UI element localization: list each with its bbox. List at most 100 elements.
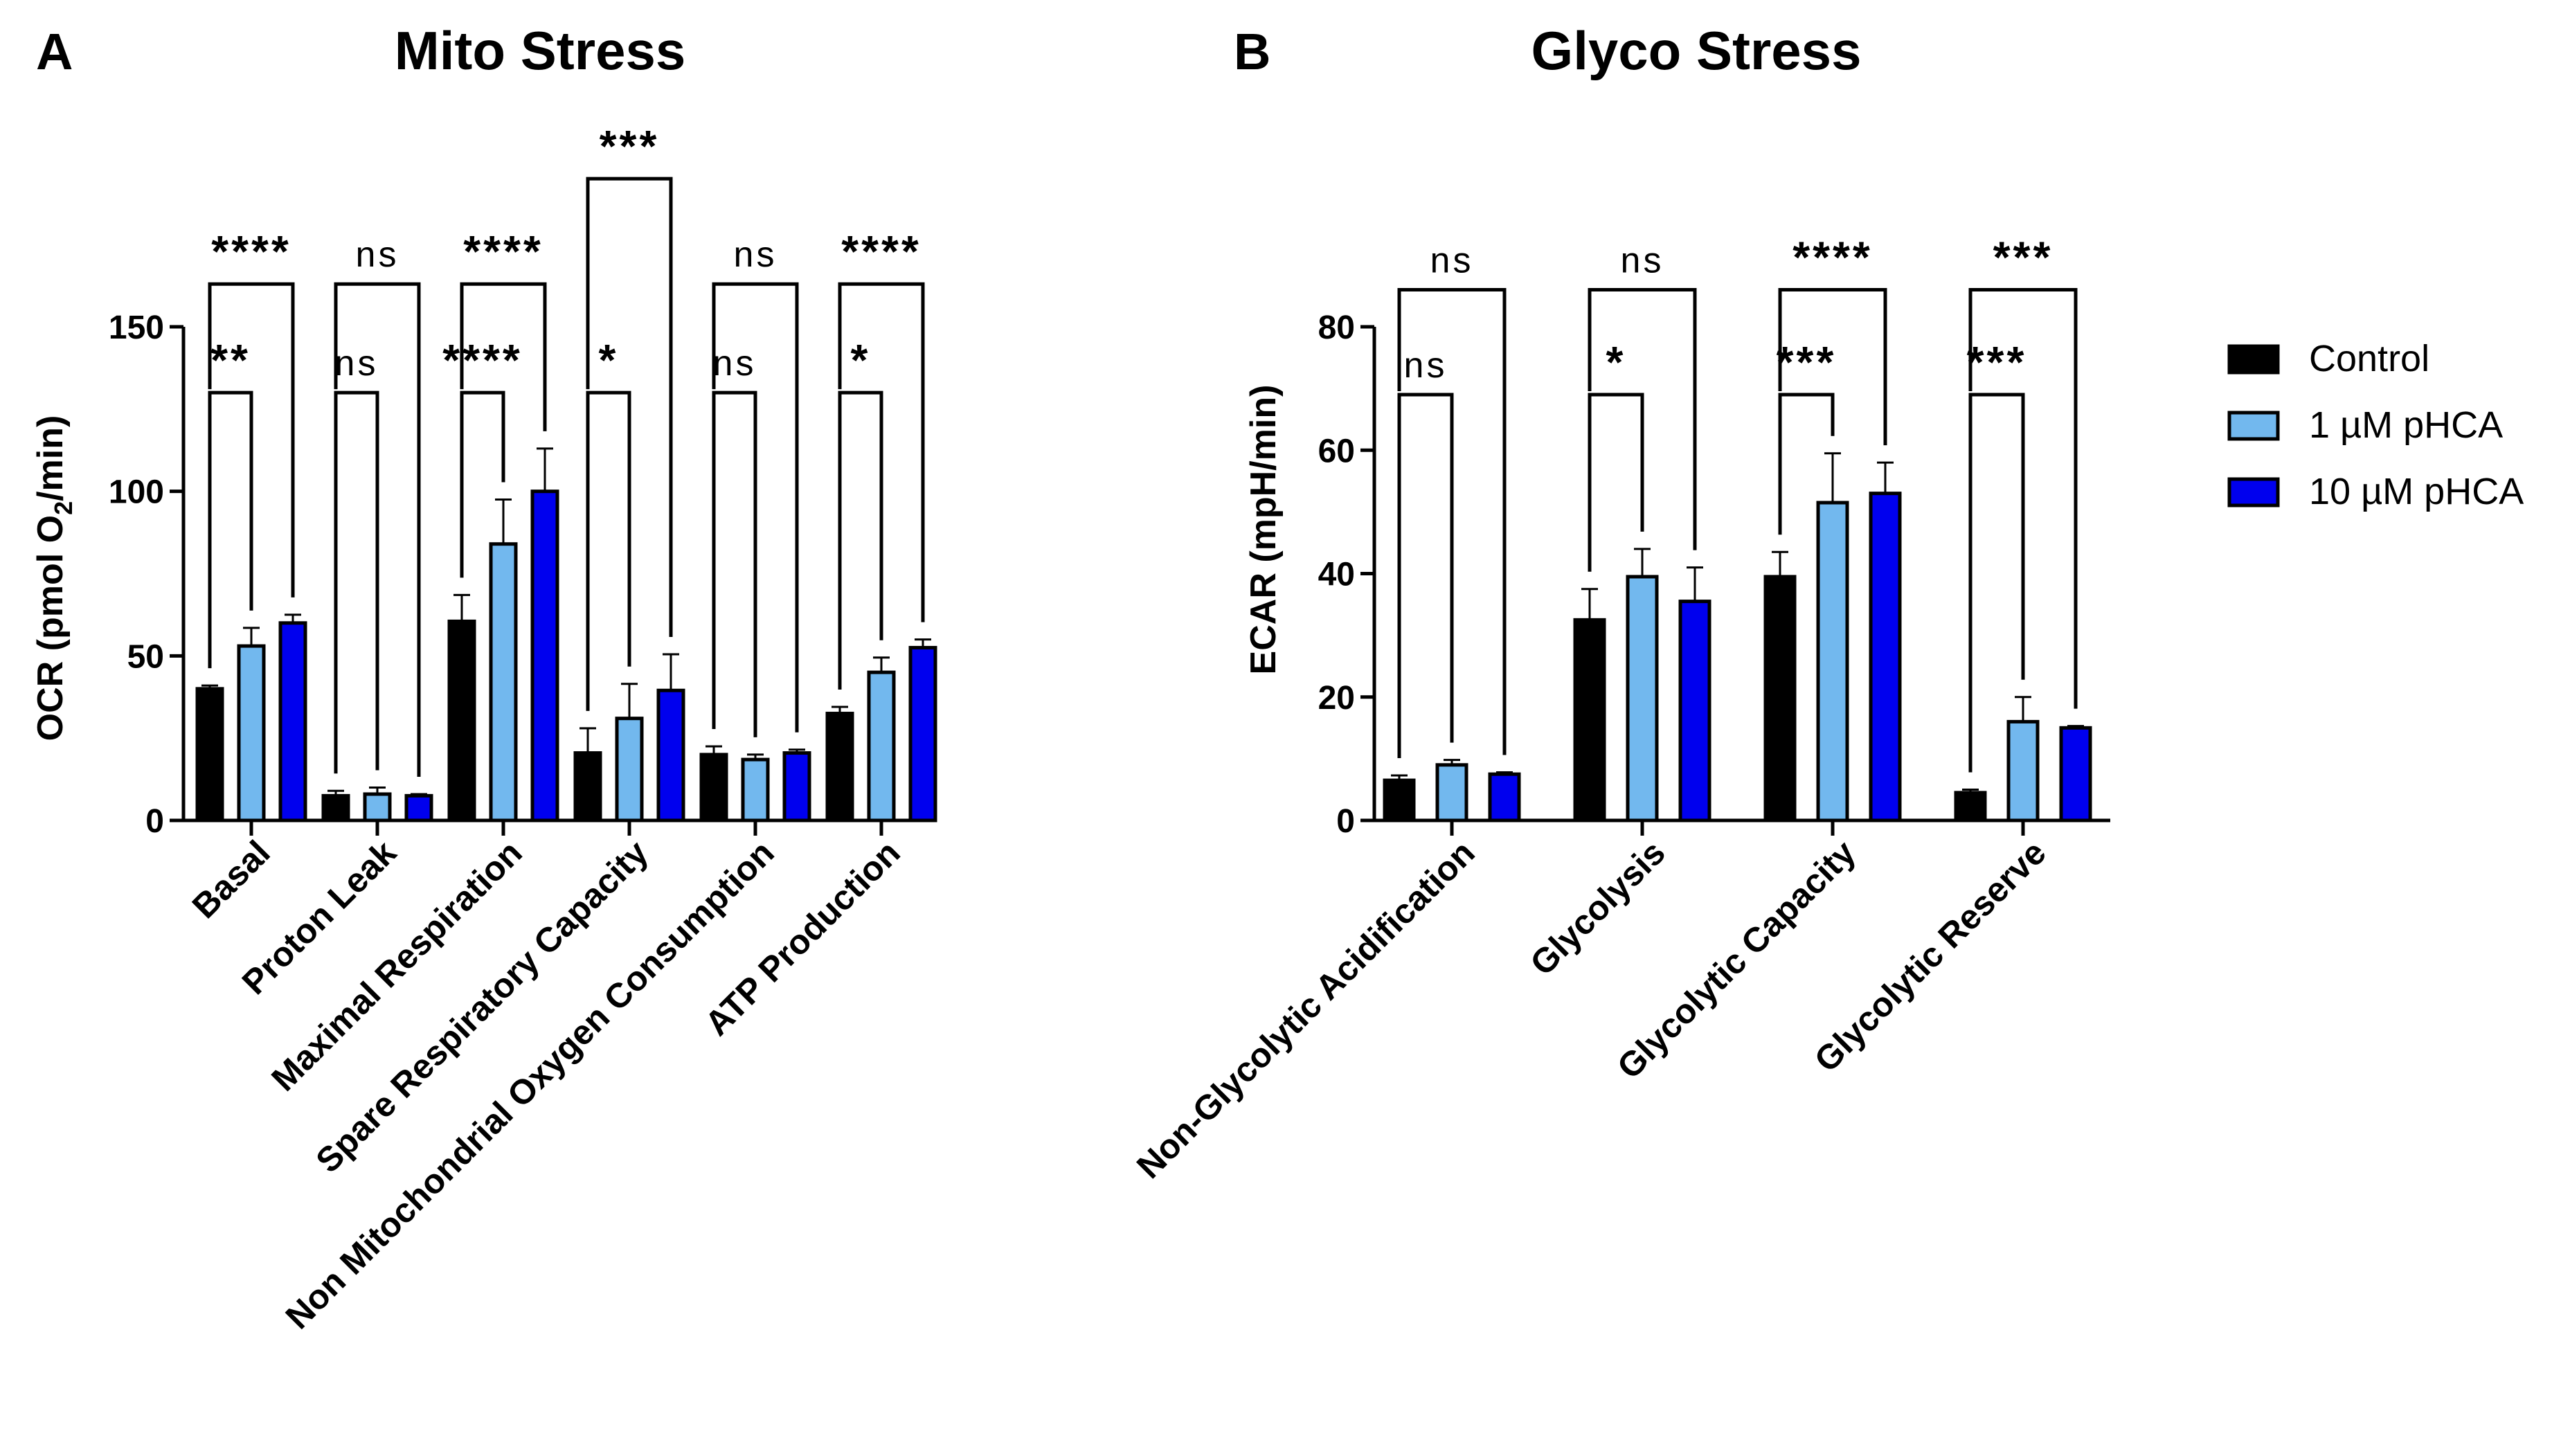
significance-bracket — [1778, 288, 1887, 446]
significance-label: ns — [713, 343, 757, 384]
bar — [1954, 791, 1987, 823]
legend-swatch — [2227, 411, 2280, 441]
significance-label: ** — [210, 335, 251, 385]
y-tick-label: 50 — [127, 638, 164, 675]
bar — [615, 717, 644, 823]
bar — [404, 793, 433, 823]
x-tick-label: Maximal Respiration — [264, 833, 529, 1098]
significance-label: * — [1606, 337, 1626, 387]
significance-label: ns — [356, 235, 399, 275]
significance-label: **** — [1792, 233, 1873, 282]
panel-b-chart: 0 20 40 60 80 Non-Glycolytic Acidification ns n… — [1129, 233, 2110, 1186]
panel-a-letter: A — [36, 23, 73, 80]
bar — [278, 621, 307, 823]
significance-label: *** — [600, 121, 660, 171]
significance-bracket — [1397, 288, 1507, 755]
bar — [2006, 719, 2040, 823]
bar — [699, 753, 728, 823]
significance-label: *** — [1993, 233, 2054, 282]
bar — [1869, 492, 1902, 823]
significance-bracket — [586, 390, 631, 711]
bar — [1383, 778, 1416, 823]
legend: Control 1 µM pHCA 10 µM pHCA — [2227, 338, 2524, 512]
significance-bracket — [460, 390, 505, 578]
significance-label: ns — [1430, 241, 1474, 281]
bar — [1763, 575, 1797, 823]
bar — [1435, 763, 1468, 823]
panel-a-ylabel: OCR (pmol O2/min) — [30, 415, 78, 742]
x-tick-label: Non-Glycolytic Acidification — [1129, 833, 1482, 1186]
significance-bracket — [208, 390, 253, 669]
significance-label: * — [851, 335, 871, 385]
bar — [195, 687, 224, 823]
y-tick-label: 100 — [109, 474, 164, 511]
significance-bracket — [1397, 393, 1454, 758]
significance-label: ns — [335, 343, 379, 384]
bar — [2059, 726, 2092, 823]
y-tick-label: 80 — [1318, 309, 1355, 346]
bar — [363, 792, 392, 823]
significance-label: *** — [1777, 337, 1837, 387]
bar — [1488, 772, 1521, 823]
significance-bracket — [712, 282, 799, 733]
bar — [237, 644, 266, 823]
bar — [656, 688, 685, 823]
y-tick-label: 0 — [145, 803, 164, 840]
bar — [1816, 501, 1849, 823]
significance-bracket — [838, 390, 883, 690]
significance-label: ns — [1621, 241, 1664, 281]
bar — [573, 751, 602, 823]
significance-label: **** — [841, 226, 922, 276]
legend-label: 10 µM pHCA — [2309, 471, 2524, 512]
significance-bracket — [334, 282, 421, 777]
legend-label: 1 µM pHCA — [2309, 404, 2503, 446]
bar — [321, 793, 350, 823]
significance-bracket — [1588, 393, 1644, 572]
panel-b-letter: B — [1234, 23, 1270, 80]
bar — [489, 542, 518, 823]
significance-bracket — [208, 282, 295, 597]
significance-label: *** — [1967, 337, 2027, 387]
x-tick-label: Glycolysis — [1522, 833, 1672, 982]
bar — [741, 757, 770, 823]
significance-label: ns — [734, 235, 778, 275]
bar — [782, 751, 811, 823]
significance-bracket — [1588, 288, 1697, 550]
bar — [1678, 600, 1711, 823]
x-tick-label: Basal — [185, 833, 278, 926]
bar — [1626, 575, 1659, 823]
significance-label: * — [599, 335, 619, 385]
panel-b-ylabel: ECAR (mpH/min) — [1243, 385, 1284, 675]
bar — [447, 619, 476, 823]
significance-bracket — [586, 177, 673, 637]
y-tick-label: 0 — [1336, 803, 1355, 840]
panel-b-title: Glyco Stress — [1531, 20, 1862, 81]
y-tick-label: 150 — [109, 309, 164, 346]
significance-label: **** — [442, 335, 523, 385]
significance-bracket — [1778, 393, 1835, 535]
bar — [908, 645, 937, 823]
y-tick-label: 40 — [1318, 557, 1355, 593]
significance-label: **** — [211, 226, 291, 276]
bar — [530, 489, 559, 823]
significance-bracket — [712, 390, 757, 737]
bar — [825, 712, 854, 823]
significance-bracket — [1968, 288, 2078, 709]
panel-a-title: Mito Stress — [395, 20, 685, 81]
significance-label: ns — [1404, 345, 1448, 386]
legend-swatch — [2227, 344, 2280, 375]
significance-bracket — [460, 282, 547, 431]
bar — [867, 670, 896, 823]
significance-bracket — [334, 390, 379, 774]
legend-swatch — [2227, 477, 2280, 507]
legend-label: Control — [2309, 338, 2429, 379]
y-tick-label: 60 — [1318, 433, 1355, 469]
significance-bracket — [838, 282, 925, 622]
significance-label: **** — [463, 226, 543, 276]
y-tick-label: 20 — [1318, 680, 1355, 717]
significance-bracket — [1968, 393, 2025, 773]
bar — [1573, 618, 1606, 823]
